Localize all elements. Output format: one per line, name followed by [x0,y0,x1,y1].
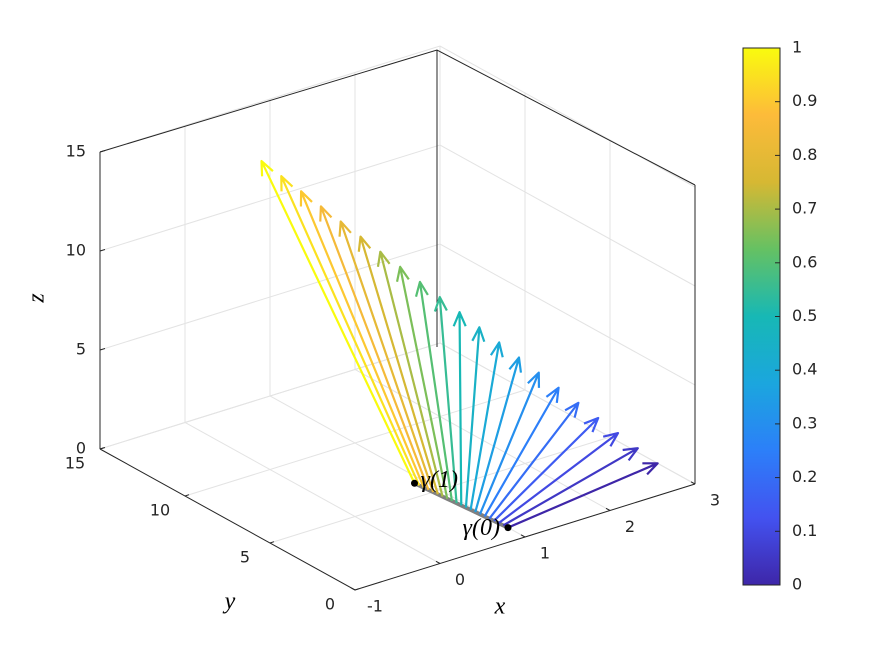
y-tick [184,494,190,497]
z-tick-label: 5 [76,340,86,359]
arrow [497,431,620,525]
grid-line [99,243,696,386]
arrow [433,295,458,504]
plot-area [99,150,696,591]
arrow [493,416,600,522]
y-tick [354,588,360,591]
z-axis-label: z [24,293,50,304]
colorbar-tick-label: 0.7 [792,199,817,218]
arrow [260,159,416,484]
arrow [280,175,421,486]
z-tick [99,348,106,351]
z-tick-label: 15 [66,142,86,161]
z-tick [99,447,106,450]
y-tick-label: 5 [240,548,250,567]
colorbar-tick-label: 0.2 [792,467,817,486]
axis-edge [99,448,696,591]
arrow [507,462,659,529]
annotation-point [504,524,512,532]
grid-line [99,342,696,485]
arrow [376,250,444,497]
grid-line [99,45,696,188]
arrow [474,356,523,513]
colorbar-tick-label: 0.5 [792,306,817,325]
colorbar-tick-label: 0.3 [792,413,817,432]
grid-line [184,125,441,564]
x-tick [520,534,526,538]
x-tick [605,507,611,511]
y-tick [269,541,275,544]
arrow [464,326,486,508]
annotation: γ(0) [463,515,500,541]
arrow [483,386,560,518]
x-tick-label: 2 [625,517,635,536]
grid-line [99,144,696,287]
arrow [469,341,504,511]
arrow [338,220,435,493]
z-tick-label: 10 [66,241,86,260]
x-tick-label: -1 [367,597,383,616]
y-tick-label: 15 [65,454,85,473]
y-tick-label: 10 [150,501,170,520]
arrow [319,205,430,491]
axis-edge [99,49,696,186]
y-axis-label: y [223,589,236,615]
x-tick [690,481,696,485]
colorbar-tick-label: 0.6 [792,252,817,271]
colorbar-tick-label: 0 [792,575,802,594]
colorbar-tick-label: 0.1 [792,521,817,540]
arrow [452,311,467,506]
arrow [488,401,580,520]
x-axis-label: x [494,594,506,620]
colorbar-tick-label: 0.9 [792,91,817,110]
annotation: γ(1) [421,467,458,493]
grid-line [99,152,356,591]
annotation-point [411,479,418,487]
x-tick-label: 1 [540,544,550,563]
colorbar-tick-label: 0.8 [792,145,817,164]
arrow [478,371,541,515]
arrow [395,265,449,499]
arrow [357,235,439,495]
x-tick-label: 3 [710,491,720,510]
colorbar-ticks: 0 0.1 0.2 0.3 0.4 0.5 0.6 0.7 0.8 0.9 1 [775,38,817,594]
colorbar-tick-label: 1 [792,38,802,57]
arrow [414,280,453,502]
x-tick [350,587,356,591]
x-tick [435,560,441,564]
z-tick [99,249,106,252]
colorbar [742,47,781,586]
arrow [502,447,639,527]
x-tick-label: 0 [455,570,465,589]
arrow [299,190,425,489]
z-tick [99,150,106,153]
z-tick-label: 0 [76,439,86,458]
colorbar-tick-label: 0.4 [792,360,817,379]
y-tick-label: 0 [325,595,335,614]
